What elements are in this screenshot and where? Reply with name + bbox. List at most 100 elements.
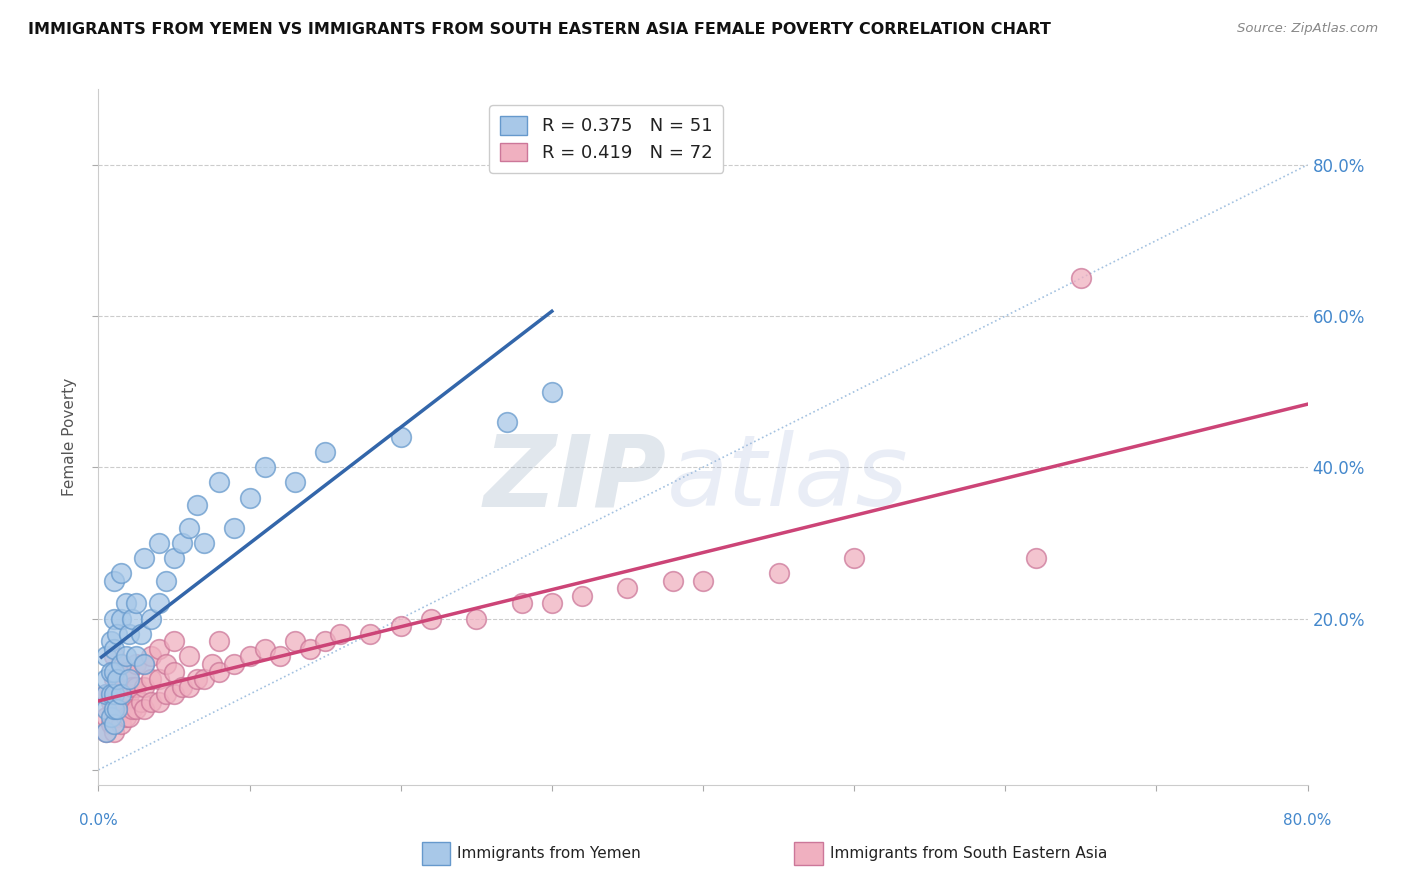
Point [540, 597, 562, 611]
Point [170, 680, 193, 694]
Point [155, 687, 177, 701]
Point [692, 574, 714, 588]
Point [100, 710, 122, 724]
Point [201, 657, 224, 671]
Point [179, 680, 201, 694]
Point [100, 695, 122, 709]
Point [125, 649, 148, 664]
Point [94, 649, 117, 664]
Point [118, 626, 141, 640]
Point [114, 597, 136, 611]
Point [284, 634, 307, 648]
Point [94, 702, 117, 716]
Point [125, 597, 148, 611]
Point [110, 566, 132, 581]
Point [299, 641, 322, 656]
Point [129, 626, 152, 640]
Point [132, 551, 155, 566]
Point [132, 657, 155, 671]
Point [125, 702, 148, 716]
Point [103, 702, 125, 716]
Point [141, 672, 163, 686]
Point [465, 611, 488, 625]
Point [118, 665, 141, 679]
Point [844, 551, 866, 566]
Point [110, 687, 132, 701]
Point [105, 702, 128, 716]
Point [148, 536, 170, 550]
Point [540, 384, 562, 399]
Point [239, 491, 262, 505]
Text: 0.0%: 0.0% [79, 814, 118, 828]
Point [148, 641, 170, 656]
Text: Source: ZipAtlas.com: Source: ZipAtlas.com [1237, 22, 1378, 36]
Point [155, 657, 177, 671]
Point [94, 672, 117, 686]
Point [186, 672, 208, 686]
Point [94, 710, 117, 724]
Point [1070, 271, 1092, 285]
Point [163, 665, 186, 679]
Point [208, 475, 231, 490]
Point [103, 695, 125, 709]
Point [186, 498, 208, 512]
Point [284, 475, 307, 490]
Point [224, 521, 246, 535]
Point [389, 430, 412, 444]
Point [110, 717, 132, 731]
Point [121, 611, 143, 625]
Point [132, 680, 155, 694]
Point [148, 597, 170, 611]
Point [103, 725, 125, 739]
Point [420, 611, 443, 625]
Point [1024, 551, 1046, 566]
Point [253, 460, 276, 475]
Point [163, 687, 186, 701]
Point [103, 611, 125, 625]
Point [114, 649, 136, 664]
Point [103, 641, 125, 656]
Point [94, 687, 117, 701]
Point [329, 626, 352, 640]
Text: IMMIGRANTS FROM YEMEN VS IMMIGRANTS FROM SOUTH EASTERN ASIA FEMALE POVERTY CORRE: IMMIGRANTS FROM YEMEN VS IMMIGRANTS FROM… [28, 22, 1052, 37]
Point [163, 551, 186, 566]
Point [103, 574, 125, 588]
Point [163, 634, 186, 648]
Point [110, 657, 132, 671]
Point [208, 665, 231, 679]
Point [125, 657, 148, 671]
Point [110, 680, 132, 694]
Point [100, 717, 122, 731]
Point [100, 634, 122, 648]
Point [125, 680, 148, 694]
Point [105, 672, 128, 686]
Point [208, 634, 231, 648]
Point [224, 657, 246, 671]
Point [148, 672, 170, 686]
Point [389, 619, 412, 633]
Point [662, 574, 685, 588]
Point [110, 657, 132, 671]
Point [510, 597, 533, 611]
Point [155, 574, 177, 588]
Point [314, 634, 336, 648]
Point [114, 687, 136, 701]
Text: ZIP: ZIP [484, 430, 666, 527]
Point [103, 717, 125, 731]
Point [170, 536, 193, 550]
Point [118, 687, 141, 701]
Point [118, 710, 141, 724]
Point [141, 649, 163, 664]
Point [105, 710, 128, 724]
Text: atlas: atlas [666, 430, 908, 527]
Point [193, 536, 215, 550]
Point [148, 695, 170, 709]
Point [103, 710, 125, 724]
Point [121, 702, 143, 716]
Point [269, 649, 291, 664]
Point [94, 725, 117, 739]
Point [94, 687, 117, 701]
Y-axis label: Female Poverty: Female Poverty [62, 378, 77, 496]
Point [103, 672, 125, 686]
Point [103, 687, 125, 701]
